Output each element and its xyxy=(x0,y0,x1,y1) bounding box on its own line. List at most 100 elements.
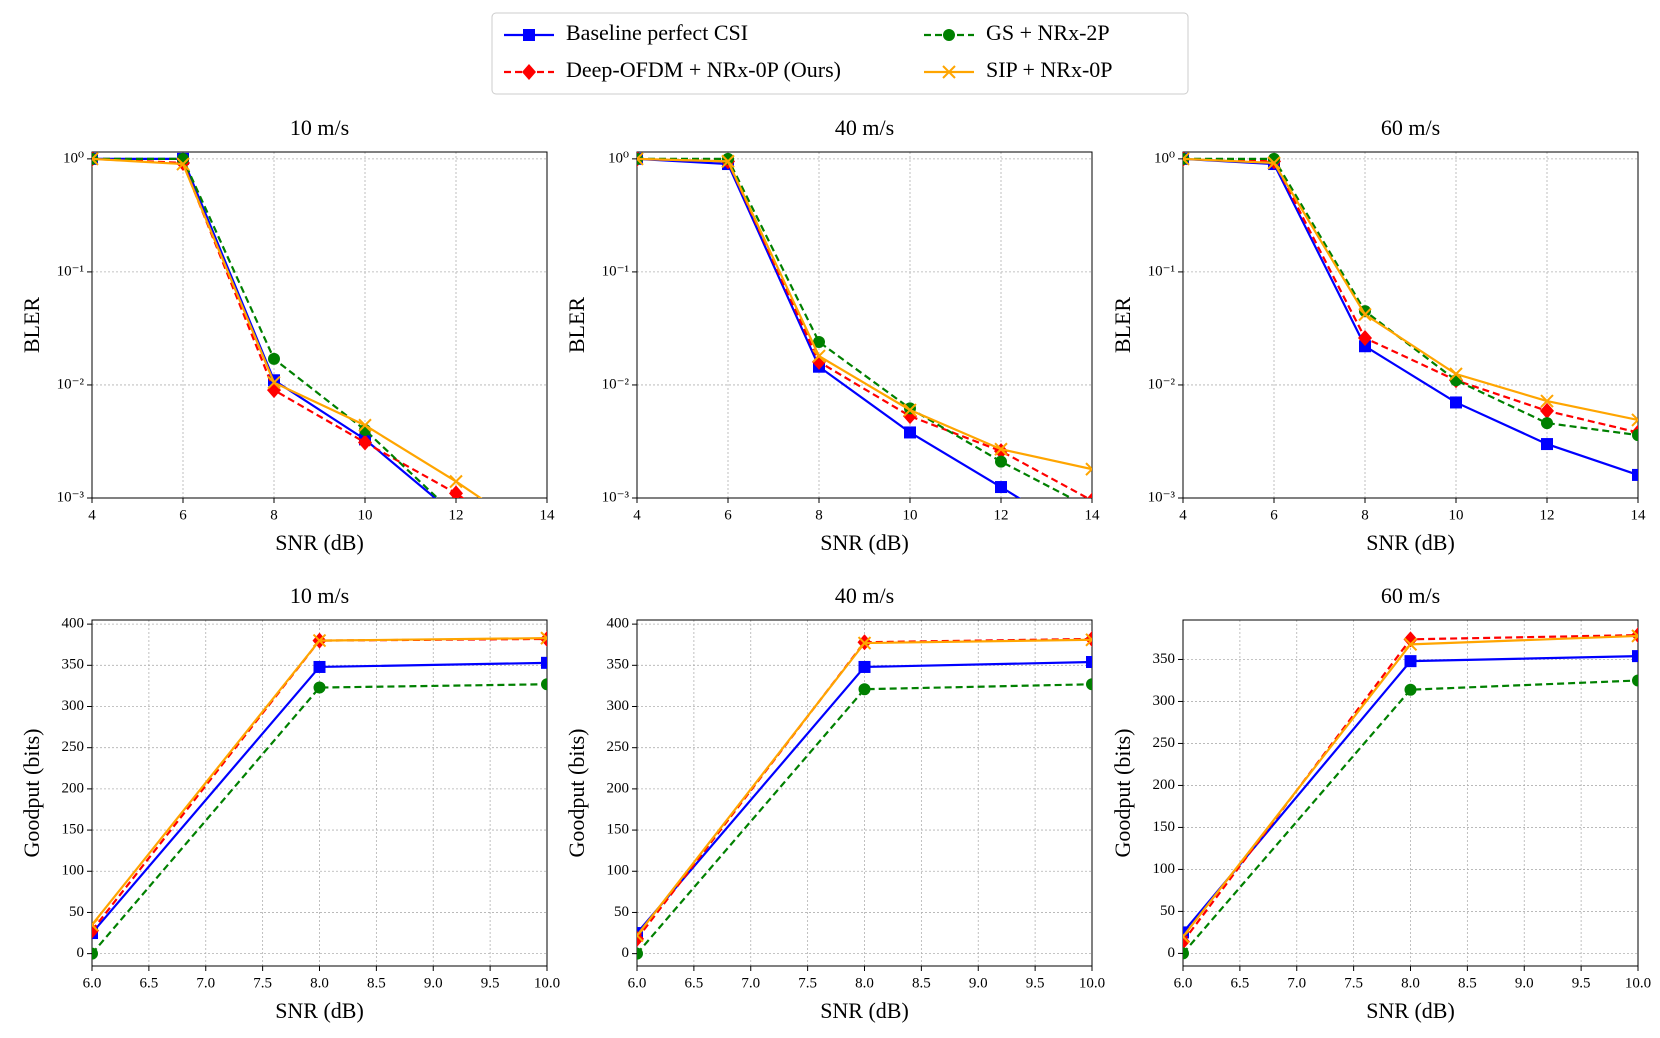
y-tick-label: 250 xyxy=(62,739,85,755)
series-line xyxy=(1183,157,1638,422)
x-tick-label: 8.0 xyxy=(855,975,874,991)
x-tick-label: 6 xyxy=(179,507,187,523)
plot-area xyxy=(92,152,554,565)
marker xyxy=(994,442,1008,456)
marker xyxy=(313,681,326,694)
marker xyxy=(1540,394,1554,408)
marker xyxy=(995,481,1007,494)
series-line xyxy=(637,157,1090,498)
marker xyxy=(1632,429,1638,442)
marker xyxy=(813,335,825,348)
series-line xyxy=(1183,157,1638,476)
marker xyxy=(540,549,554,565)
marker xyxy=(858,683,871,696)
plot-area xyxy=(637,152,1092,498)
chart-title: 40 m/s xyxy=(835,115,894,140)
y-tick-label: 0 xyxy=(77,945,85,961)
x-tick-label: 8.5 xyxy=(912,975,931,991)
marker xyxy=(1358,307,1372,322)
y-tick-label: 200 xyxy=(62,780,85,796)
plot-frame xyxy=(636,151,1093,499)
y-tick-label: 10⁻² xyxy=(1148,376,1176,392)
marker xyxy=(92,918,99,932)
marker xyxy=(857,636,872,650)
x-tick-label: 9.0 xyxy=(1515,975,1534,991)
y-tick-label: 50 xyxy=(614,904,629,920)
y-axis-label: BLER xyxy=(1110,297,1135,354)
chart-title: 40 m/s xyxy=(835,583,894,608)
y-tick-label: 10⁰ xyxy=(1154,150,1175,166)
chart-title: 10 m/s xyxy=(290,115,349,140)
x-tick-label: 7.5 xyxy=(1344,975,1363,991)
y-tick-label: 200 xyxy=(1153,777,1176,793)
marker xyxy=(721,154,735,169)
marker xyxy=(541,656,547,669)
chart-title: 60 m/s xyxy=(1381,583,1440,608)
series-line xyxy=(92,157,465,498)
series-line xyxy=(637,157,1074,498)
chart-title: 60 m/s xyxy=(1381,115,1440,140)
y-tick-label: 10⁻² xyxy=(602,376,630,392)
marker xyxy=(1359,340,1371,353)
x-tick-label: 6.0 xyxy=(628,975,647,991)
x-tick-label: 12 xyxy=(449,507,464,523)
marker xyxy=(637,152,644,166)
x-tick-label: 8 xyxy=(270,507,278,523)
y-tick-label: 350 xyxy=(607,657,630,673)
marker xyxy=(858,660,871,673)
y-tick-label: 50 xyxy=(69,904,84,920)
x-tick-label: 10.0 xyxy=(1079,975,1105,991)
marker xyxy=(92,152,99,166)
x-tick-label: 7.5 xyxy=(798,975,817,991)
marker xyxy=(1183,152,1190,166)
series-line xyxy=(92,157,483,498)
y-tick-label: 10⁻² xyxy=(57,376,85,392)
y-tick-label: 150 xyxy=(1153,819,1176,835)
y-tick-label: 300 xyxy=(1153,693,1176,709)
marker xyxy=(1631,629,1638,643)
x-axis-label: SNR (dB) xyxy=(1366,530,1455,555)
plot-area xyxy=(1183,627,1638,960)
y-tick-label: 100 xyxy=(62,863,85,879)
x-tick-label: 10 xyxy=(358,507,373,523)
plot-frame xyxy=(91,151,548,499)
x-tick-label: 12 xyxy=(1540,507,1555,523)
marker xyxy=(541,678,547,691)
y-tick-label: 100 xyxy=(607,863,630,879)
marker xyxy=(449,485,463,498)
marker xyxy=(1450,396,1462,409)
marker xyxy=(268,352,280,365)
marker xyxy=(1632,468,1638,481)
marker xyxy=(1358,330,1372,347)
marker xyxy=(1267,156,1281,170)
legend-box xyxy=(491,12,1189,95)
y-tick-label: 250 xyxy=(607,739,630,755)
marker xyxy=(904,426,916,439)
x-tick-label: 10.0 xyxy=(1625,975,1651,991)
plot-frame xyxy=(636,619,1093,967)
x-tick-label: 9.5 xyxy=(1026,975,1045,991)
marker xyxy=(449,474,463,489)
x-tick-label: 6 xyxy=(724,507,732,523)
y-tick-label: 10⁻¹ xyxy=(57,263,84,279)
y-tick-label: 350 xyxy=(1153,651,1176,667)
x-tick-label: 7.5 xyxy=(253,975,272,991)
y-tick-label: 10⁰ xyxy=(608,150,629,166)
y-tick-label: 150 xyxy=(62,822,85,838)
marker xyxy=(1404,683,1417,696)
x-tick-label: 4 xyxy=(633,507,641,523)
x-tick-label: 10 xyxy=(903,507,918,523)
y-tick-label: 10⁻³ xyxy=(57,489,85,505)
plot-frame xyxy=(91,619,548,967)
marker xyxy=(637,928,644,943)
marker xyxy=(1449,367,1463,381)
marker xyxy=(312,633,327,648)
plot-area xyxy=(637,630,1092,960)
marker xyxy=(1541,417,1553,430)
marker xyxy=(267,375,281,390)
y-tick-label: 200 xyxy=(607,780,630,796)
y-tick-label: 10⁰ xyxy=(63,150,84,166)
x-tick-label: 14 xyxy=(1631,507,1647,523)
marker xyxy=(1183,947,1189,960)
marker xyxy=(541,537,553,549)
